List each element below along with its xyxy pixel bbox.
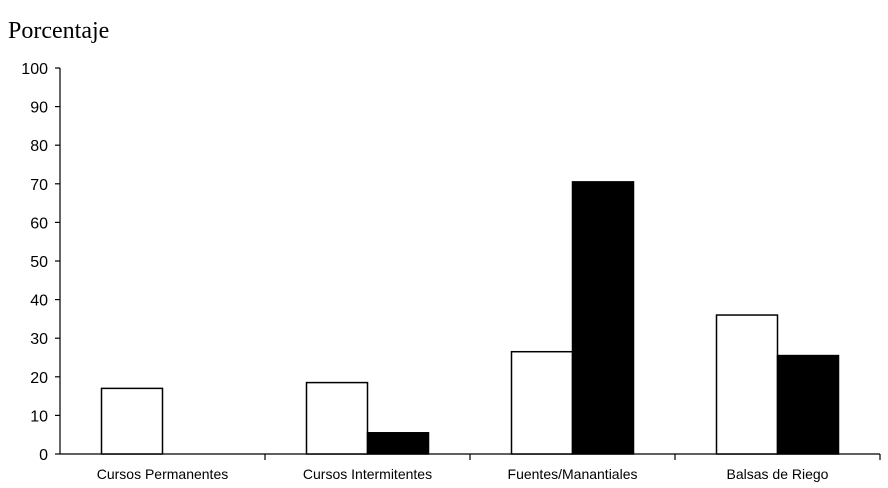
bar-white-3 <box>715 314 779 455</box>
bar-white-2 <box>510 350 574 455</box>
bar-black-2 <box>571 181 635 455</box>
y-tick-label: 20 <box>30 370 48 387</box>
y-tick-label: 0 <box>39 447 48 464</box>
y-tick-label: 50 <box>30 254 48 271</box>
y-ticks: 0 10 20 30 40 50 60 70 80 90 100 <box>21 61 60 464</box>
y-tick-label: 60 <box>30 215 48 232</box>
bar-white-1 <box>305 381 369 455</box>
x-categories: Cursos Permanentes Cursos Intermitentes Fu… <box>97 454 881 482</box>
y-tick-label: 40 <box>30 293 48 310</box>
x-category-label: Fuentes/Manantiales <box>508 466 638 482</box>
x-category-label: Cursos Permanentes <box>97 466 229 482</box>
bar-black-3 <box>776 354 840 455</box>
y-tick-label: 10 <box>30 408 48 425</box>
y-tick-label: 70 <box>30 177 48 194</box>
x-category-label: Cursos Intermitentes <box>303 466 432 482</box>
bars <box>100 181 840 455</box>
y-tick-label: 30 <box>30 331 48 348</box>
y-tick-label: 80 <box>30 138 48 155</box>
y-axis-title: Porcentaje <box>8 18 109 44</box>
x-category-label: Balsas de Riego <box>727 466 829 482</box>
bar-white-0 <box>100 387 164 455</box>
bar-black-1 <box>366 432 430 455</box>
y-tick-label: 90 <box>30 100 48 117</box>
y-tick-label: 100 <box>21 61 48 78</box>
